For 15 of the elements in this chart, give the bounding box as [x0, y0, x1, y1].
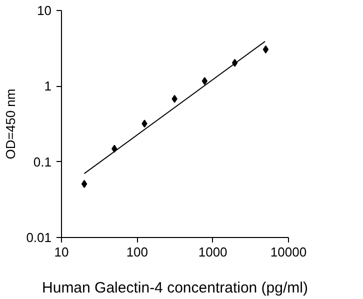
y-axis-title: OD=450 nm [3, 88, 18, 160]
point [142, 120, 148, 128]
y-tick-label: 10 [37, 3, 52, 18]
x-tick-label: 10000 [270, 244, 307, 260]
point [81, 180, 88, 188]
y-tick-label: 1 [44, 78, 52, 94]
x-tick-label: 1000 [198, 244, 228, 260]
x-tick-label: 10 [54, 244, 69, 260]
y-tick-label: 0.01 [26, 230, 52, 245]
x-axis-title: Human Galectin-4 concentration (pg/ml) [42, 280, 308, 296]
point [202, 77, 208, 86]
x-tick-label: 100 [126, 244, 148, 260]
y-tick-label: 0.1 [33, 154, 52, 170]
point [262, 45, 269, 54]
point [172, 94, 178, 103]
